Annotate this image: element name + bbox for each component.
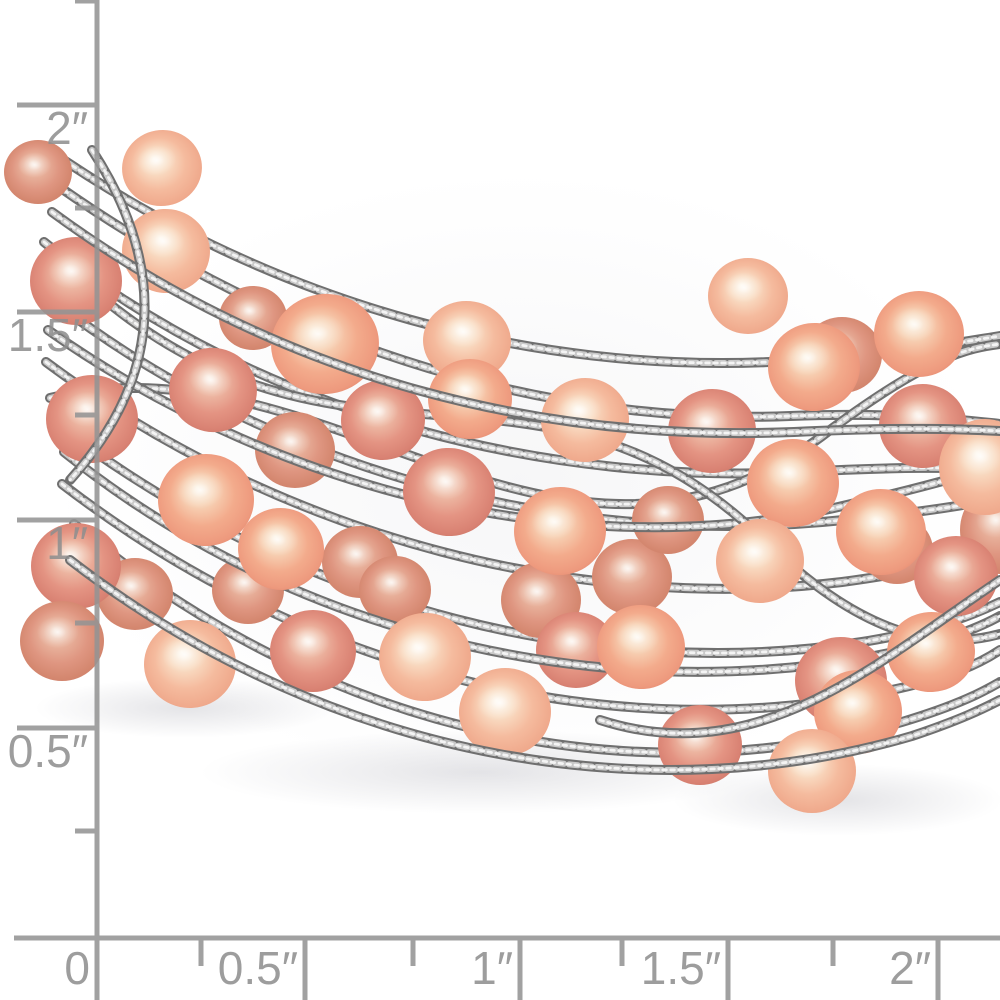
pearl-highlight — [176, 471, 225, 509]
pearl — [874, 291, 964, 377]
pearl — [238, 507, 324, 591]
cord-stroke — [598, 578, 1000, 735]
pearl — [914, 536, 998, 616]
pearl — [459, 667, 551, 757]
pearl — [514, 486, 606, 576]
pearl-highlight — [271, 426, 311, 457]
cord-strand — [595, 575, 1000, 739]
pearl — [768, 322, 860, 412]
pearl-highlight — [136, 145, 177, 176]
cord-strand — [65, 555, 1000, 775]
pearl-highlight — [766, 455, 813, 491]
ruler-label: 1.5″ — [641, 942, 721, 994]
pearl — [939, 419, 1000, 515]
pearl — [270, 610, 356, 692]
pearl-highlight — [256, 523, 300, 557]
pearl — [158, 453, 254, 547]
pearl-highlight — [785, 340, 832, 376]
pearl — [4, 140, 72, 204]
pearl — [836, 488, 926, 576]
pearl — [122, 129, 202, 207]
pearl-highlight — [232, 298, 267, 324]
cord-strand — [47, 207, 1000, 439]
pearl-highlight — [422, 464, 469, 500]
cord-stroke — [68, 558, 1000, 772]
ruler-label: 0 — [64, 942, 90, 994]
cord-stroke — [68, 148, 146, 482]
pearl-highlight — [608, 553, 648, 584]
pearl-highlight — [957, 437, 1000, 476]
pearl — [341, 379, 425, 461]
pearl — [169, 347, 257, 433]
pearl-highlight — [830, 686, 875, 721]
threads-front — [47, 145, 1000, 775]
pearl — [716, 518, 804, 604]
pearl-highlight — [356, 395, 399, 428]
pearl-highlight — [373, 568, 410, 597]
pearl-highlight — [552, 626, 592, 657]
cord-stroke — [50, 210, 1000, 435]
pearl — [597, 604, 685, 690]
pearl-highlight — [531, 504, 578, 540]
cord-stroke — [42, 240, 1000, 475]
cord-strand — [65, 145, 150, 485]
pearl-highlight — [396, 630, 443, 666]
pearl-highlight — [17, 152, 52, 178]
ruler-label: 0.5″ — [218, 942, 298, 994]
measurement-ruler: 2″ 1.5″ 1″ 0.5″ 0 0.5″ 1″ 1.5″ 2″ — [8, 0, 1000, 1000]
pearl-highlight — [646, 498, 683, 527]
ruler-label: 0.5″ — [8, 725, 88, 777]
pearl-highlight — [188, 362, 233, 398]
pearl — [359, 556, 431, 624]
pearl — [768, 729, 856, 813]
pearl-highlight — [141, 224, 185, 259]
soft-shadow — [35, 678, 335, 738]
pearl-highlight — [48, 253, 95, 289]
pearl-highlight — [892, 307, 937, 342]
pearl — [403, 447, 495, 537]
pearl-highlight — [337, 539, 376, 569]
pearl — [747, 438, 839, 528]
pearl — [592, 539, 672, 615]
pearl — [379, 612, 471, 702]
pearl — [708, 258, 788, 334]
pearl-highlight — [855, 504, 900, 540]
pearl — [20, 601, 104, 681]
ruler-label: 2″ — [889, 942, 931, 994]
pearl — [423, 300, 511, 382]
ruler-label: 1.5″ — [8, 309, 88, 361]
pearl-highlight — [476, 685, 523, 721]
pearl — [632, 486, 704, 554]
pearl-highlight — [287, 625, 331, 659]
pearl-highlight — [732, 535, 777, 570]
pearl-highlight — [291, 313, 346, 355]
pearl-highlight — [36, 616, 79, 649]
pearl-highlight — [441, 315, 486, 348]
ruler-label: 1″ — [46, 517, 88, 569]
pearl-highlight — [64, 391, 111, 427]
pearl-highlight — [930, 551, 973, 584]
ruler-label: 1″ — [471, 942, 513, 994]
pearl-highlight — [615, 620, 660, 655]
ruler-label: 2″ — [46, 102, 88, 154]
pearl-highlight — [724, 272, 764, 303]
pearl-highlight — [517, 576, 557, 607]
